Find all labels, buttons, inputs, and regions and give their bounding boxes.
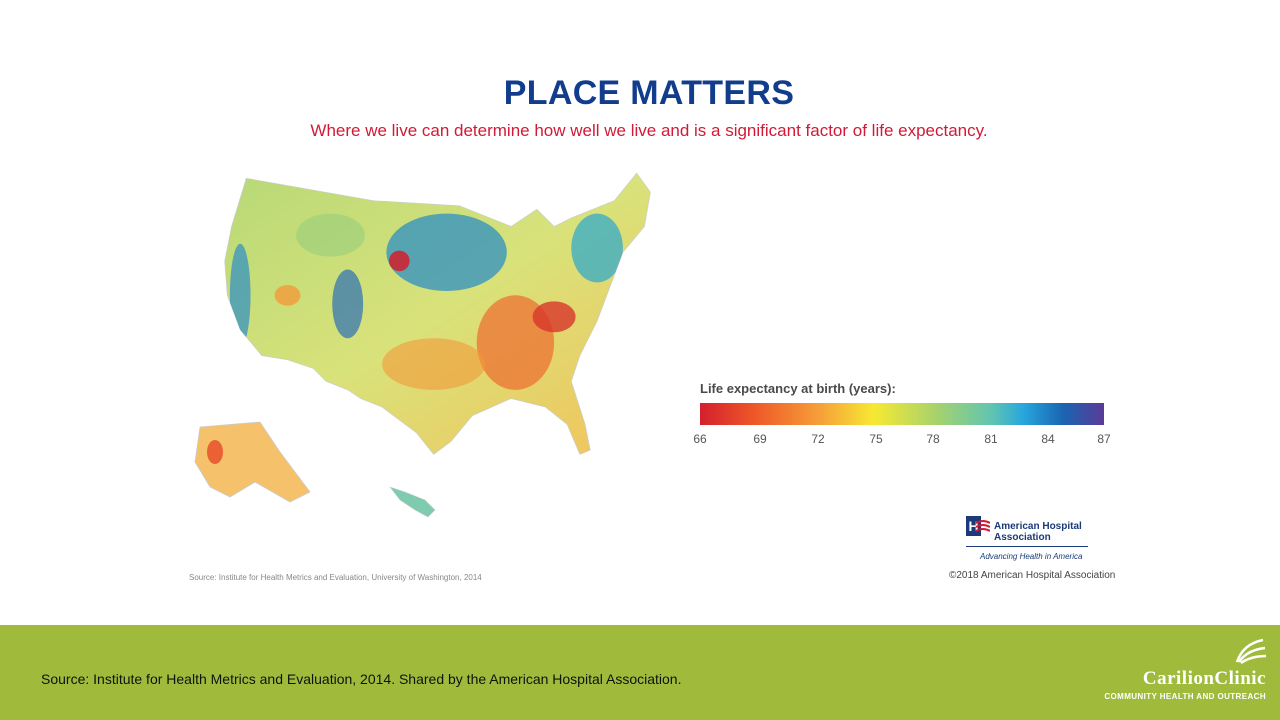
footer-bar: Source: Institute for Health Metrics and…	[0, 625, 1280, 720]
aha-tagline: Advancing Health in America	[980, 552, 1083, 561]
hawaii-shape	[389, 486, 436, 518]
aha-divider	[966, 546, 1088, 547]
legend-tick: 75	[869, 432, 883, 446]
legend-tick: 81	[984, 432, 998, 446]
aha-copyright: ©2018 American Hospital Association	[949, 570, 1116, 581]
legend-color-scale	[700, 403, 1104, 425]
carilion-brand-name: CarilionClinic	[1142, 668, 1266, 689]
legend-tick: 69	[753, 432, 767, 446]
legend-tick: 78	[926, 432, 940, 446]
carilion-brand: CarilionClinic COMMUNITY HEALTH AND OUTR…	[1104, 668, 1266, 701]
legend-title: Life expectancy at birth (years):	[700, 381, 896, 396]
carilion-leaf-icon	[1235, 638, 1267, 665]
svg-text:H: H	[968, 518, 978, 534]
alaska-shape	[194, 421, 311, 503]
aha-name: American Hospital Association	[994, 521, 1082, 543]
legend-tick: 87	[1097, 432, 1111, 446]
aha-name-line1: American Hospital	[994, 521, 1082, 532]
us-life-expectancy-map	[194, 172, 651, 518]
carilion-brand-sub: COMMUNITY HEALTH AND OUTREACH	[1104, 692, 1266, 701]
legend-tick: 72	[811, 432, 825, 446]
aha-name-line2: Association	[994, 532, 1051, 543]
aha-logo-icon: H	[966, 516, 990, 536]
map-source-note: Source: Institute for Health Metrics and…	[189, 573, 482, 582]
footer-source: Source: Institute for Health Metrics and…	[41, 671, 682, 687]
slide-subtitle: Where we live can determine how well we …	[310, 121, 988, 140]
legend-tick: 66	[693, 432, 707, 446]
slide-title: PLACE MATTERS	[503, 74, 795, 112]
legend-tick: 84	[1041, 432, 1055, 446]
